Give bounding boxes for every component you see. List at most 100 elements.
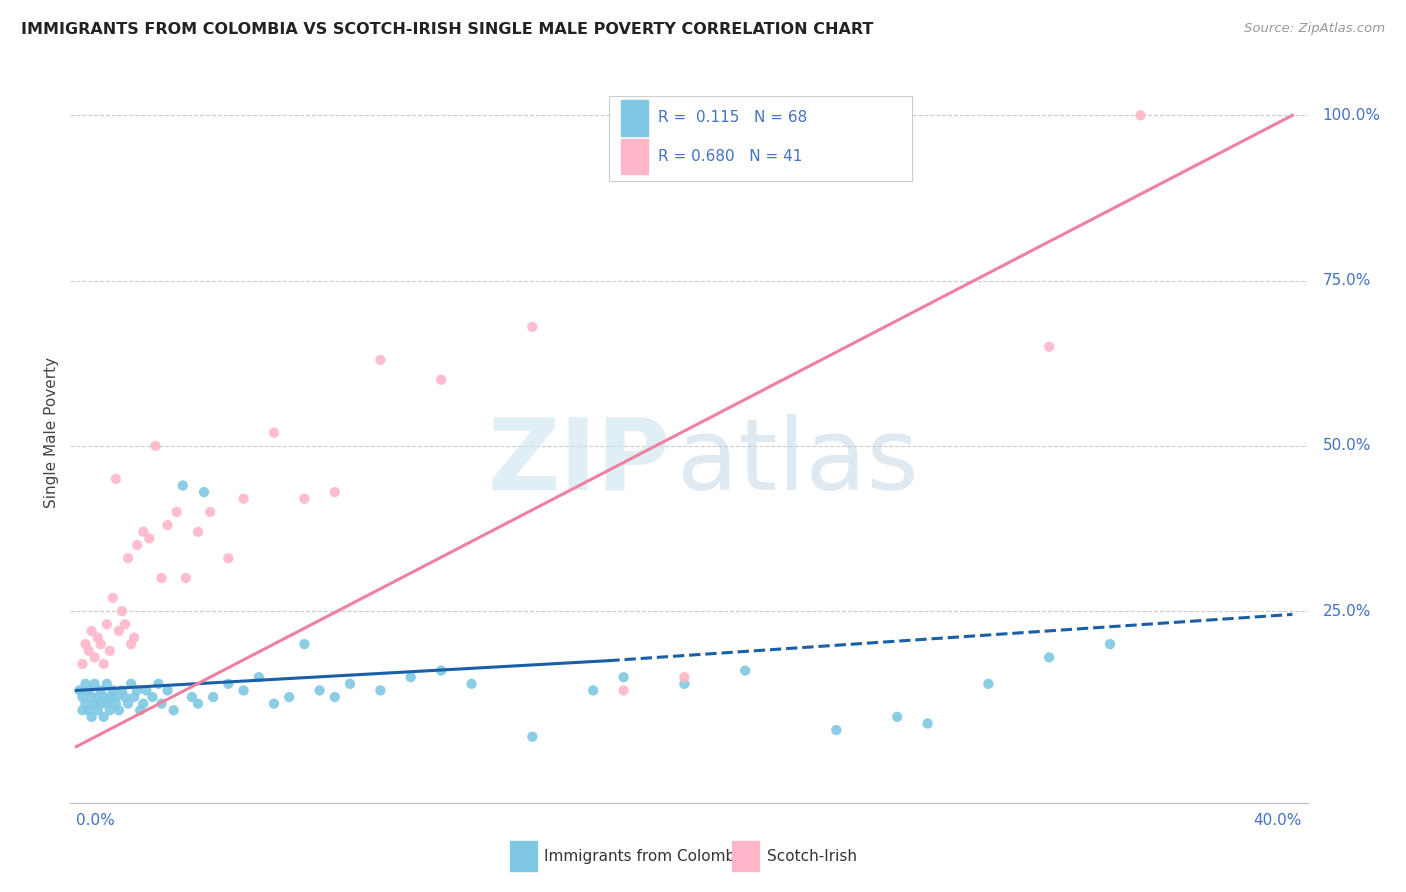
Point (135, 683, 157, 698)
Point (247, 670, 270, 684)
Point (156, 518, 179, 533)
Point (141, 690, 163, 704)
Point (522, 730, 544, 744)
Point (145, 439, 167, 453)
Point (370, 352, 392, 367)
FancyBboxPatch shape (609, 95, 911, 181)
Point (323, 485, 346, 500)
Point (75, 677, 97, 691)
Text: R =  0.115   N = 68: R = 0.115 N = 68 (658, 111, 807, 126)
Point (93, 657, 115, 671)
Point (174, 571, 197, 585)
Point (127, 538, 149, 552)
Point (90, 637, 112, 651)
Point (75, 697, 97, 711)
Point (430, 664, 453, 678)
Point (187, 524, 209, 539)
Point (122, 631, 145, 645)
Point (217, 551, 239, 566)
Bar (733, 841, 759, 871)
Point (187, 697, 209, 711)
Point (93, 690, 115, 704)
Point (80, 690, 103, 704)
Text: Immigrants from Colombia: Immigrants from Colombia (544, 848, 749, 863)
Point (111, 604, 134, 618)
Point (72, 690, 94, 704)
Point (72, 657, 94, 671)
Point (93, 710, 115, 724)
Point (263, 697, 285, 711)
Point (292, 637, 315, 651)
Point (522, 319, 544, 334)
Text: ZIP: ZIP (488, 414, 671, 511)
Point (86, 690, 108, 704)
Point (108, 624, 131, 638)
Point (83, 697, 105, 711)
Text: 50.0%: 50.0% (1323, 438, 1371, 453)
Point (120, 637, 142, 651)
Point (263, 425, 285, 440)
Point (98, 703, 121, 717)
Point (232, 683, 254, 698)
Point (150, 697, 173, 711)
Bar (509, 841, 537, 871)
Point (86, 631, 108, 645)
Point (886, 710, 908, 724)
Point (156, 683, 179, 698)
Point (101, 683, 124, 698)
Point (180, 690, 202, 704)
Point (292, 491, 315, 506)
Point (430, 373, 453, 387)
Point (104, 697, 127, 711)
Text: atlas: atlas (676, 414, 918, 511)
Point (127, 683, 149, 698)
Point (129, 703, 152, 717)
Point (83, 650, 105, 665)
Point (114, 690, 136, 704)
Point (80, 624, 103, 638)
Point (825, 723, 848, 737)
Text: Scotch-Irish: Scotch-Irish (766, 848, 856, 863)
Point (977, 677, 1000, 691)
Point (101, 591, 124, 605)
Point (339, 677, 361, 691)
Point (120, 677, 142, 691)
Text: 40.0%: 40.0% (1253, 813, 1302, 828)
Point (86, 703, 108, 717)
Point (323, 690, 346, 704)
Point (132, 697, 155, 711)
Point (98, 644, 121, 658)
Y-axis label: Single Male Poverty: Single Male Poverty (44, 357, 59, 508)
Point (460, 677, 482, 691)
Point (90, 697, 112, 711)
Point (77, 644, 100, 658)
Point (148, 677, 170, 691)
Point (734, 664, 756, 678)
Point (399, 670, 422, 684)
Point (96, 677, 118, 691)
Point (370, 683, 392, 698)
Point (104, 690, 127, 704)
Point (278, 690, 301, 704)
Point (1098, 637, 1121, 651)
Point (202, 690, 225, 704)
Point (917, 716, 939, 731)
Point (150, 571, 173, 585)
Point (582, 683, 605, 698)
Point (104, 472, 127, 486)
Text: 100.0%: 100.0% (1323, 108, 1381, 123)
Point (80, 710, 103, 724)
Point (98, 690, 121, 704)
Point (96, 697, 118, 711)
Point (111, 683, 134, 698)
Point (217, 677, 239, 691)
Bar (621, 100, 648, 136)
Point (114, 617, 136, 632)
Point (673, 670, 696, 684)
Point (193, 485, 215, 500)
Point (117, 551, 139, 566)
Point (77, 683, 100, 698)
Point (308, 683, 330, 698)
Point (72, 703, 94, 717)
Point (166, 505, 188, 519)
